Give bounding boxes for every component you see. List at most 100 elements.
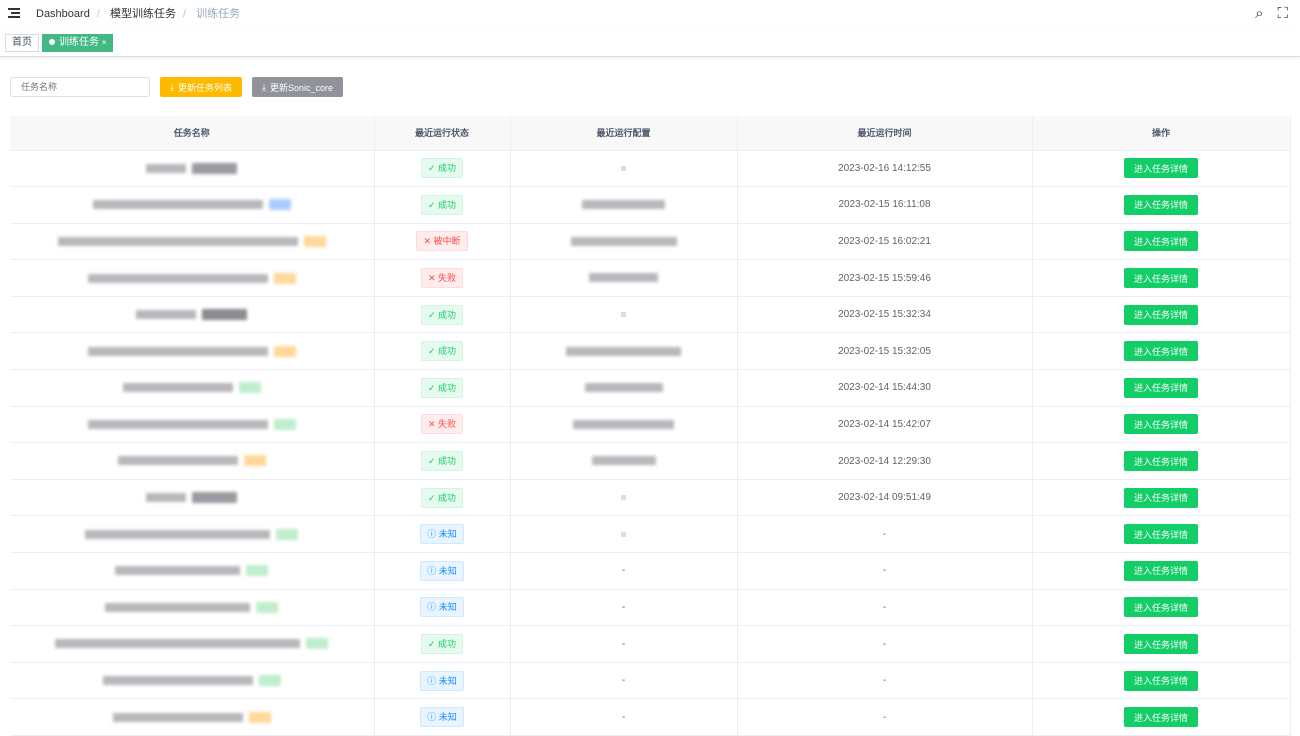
table-row: ✓ 成功 2023-02-14 09:51:49 进入任务详情: [10, 479, 1291, 517]
status-badge: ✕ 失败: [420, 268, 464, 289]
enter-task-detail-button[interactable]: 进入任务详情: [1123, 560, 1198, 581]
status-cell: ✓ 成功: [374, 442, 511, 480]
task-name-redacted: [136, 310, 197, 320]
time-cell: 2023-02-15 15:32:05: [737, 332, 1033, 371]
table-row: ⓘ 未知 - - 进入任务详情: [10, 589, 1291, 627]
config-cell: -: [510, 589, 738, 627]
action-cell: 进入任务详情: [1032, 296, 1291, 334]
time-cell: 2023-02-14 09:51:49: [737, 479, 1033, 517]
tag-training-tasks[interactable]: 训练任务 ×: [42, 33, 114, 52]
header-actions: 操作: [1032, 116, 1291, 151]
config-value: -: [621, 675, 626, 687]
config-value: -: [621, 638, 626, 650]
config-cell: [510, 223, 738, 261]
task-name-cell: [10, 589, 375, 627]
task-name-redacted: [55, 639, 301, 649]
fullscreen-icon[interactable]: ⛶: [1277, 5, 1288, 22]
status-cell: ⓘ 未知: [374, 552, 511, 590]
task-name-redacted: [117, 456, 238, 466]
status-cell: ⓘ 未知: [374, 515, 511, 554]
config-cell: -: [510, 662, 738, 700]
task-name-cell: [10, 442, 375, 480]
breadcrumb-model-training[interactable]: 模型训练任务: [109, 8, 176, 20]
task-tag-redacted: [202, 309, 248, 321]
header-task-name: 任务名称: [10, 116, 375, 151]
status-cell: ✓ 成功: [374, 369, 511, 407]
action-cell: 进入任务详情: [1032, 223, 1291, 261]
tags-view: 首页 训练任务 ×: [0, 29, 1300, 57]
enter-task-detail-button[interactable]: 进入任务详情: [1123, 634, 1198, 655]
task-name-cell: [10, 259, 375, 297]
task-name-input[interactable]: [10, 77, 150, 97]
table-row: ⓘ 未知 - - 进入任务详情: [10, 698, 1291, 736]
enter-task-detail-button[interactable]: 进入任务详情: [1123, 597, 1198, 618]
enter-task-detail-button[interactable]: 进入任务详情: [1123, 377, 1198, 398]
config-cell: [510, 442, 738, 480]
enter-task-detail-button[interactable]: 进入任务详情: [1123, 194, 1198, 215]
hamburger-icon[interactable]: [8, 8, 20, 18]
status-cell: ✓ 成功: [374, 150, 511, 188]
tag-home[interactable]: 首页: [5, 33, 39, 52]
enter-task-detail-button[interactable]: 进入任务详情: [1123, 670, 1198, 691]
header-status: 最近运行状态: [374, 116, 511, 151]
enter-task-detail-button[interactable]: 进入任务详情: [1123, 524, 1198, 545]
task-name-redacted: [57, 236, 298, 246]
enter-task-detail-button[interactable]: 进入任务详情: [1123, 268, 1198, 289]
enter-task-detail-button[interactable]: 进入任务详情: [1123, 304, 1198, 325]
task-tag-redacted: [306, 638, 329, 650]
header-time: 最近运行时间: [737, 116, 1033, 151]
config-redacted: [589, 273, 658, 283]
table-row: ✓ 成功 2023-02-14 12:29:30 进入任务详情: [10, 442, 1291, 480]
active-dot-icon: [49, 38, 55, 45]
config-value: -: [621, 711, 626, 723]
task-name-cell: [10, 186, 375, 224]
table-row: ✓ 成功 2023-02-15 15:32:05 进入任务详情: [10, 332, 1291, 371]
status-unknown-icon: ⓘ: [427, 565, 437, 576]
time-cell: 2023-02-15 16:02:21: [737, 223, 1033, 261]
status-badge: ✓ 成功: [420, 377, 464, 398]
config-cell: -: [510, 698, 738, 736]
task-name-cell: [10, 662, 375, 700]
task-name-cell: [10, 369, 375, 407]
config-value: -: [621, 601, 626, 613]
table-row: ✓ 成功 2023-02-15 16:11:08 进入任务详情: [10, 186, 1291, 224]
task-name-redacted: [115, 566, 241, 576]
action-cell: 进入任务详情: [1032, 552, 1291, 590]
time-cell: 2023-02-14 15:42:07: [737, 406, 1033, 444]
task-name-cell: [10, 479, 375, 517]
enter-task-detail-button[interactable]: 进入任务详情: [1123, 341, 1198, 362]
config-redacted: [566, 346, 681, 356]
enter-task-detail-button[interactable]: 进入任务详情: [1123, 487, 1198, 508]
breadcrumb: Dashboard / 模型训练任务 / 训练任务: [36, 8, 241, 20]
action-cell: 进入任务详情: [1032, 442, 1291, 480]
refresh-sonic-core-button[interactable]: ⤓ 更新Sonic_core: [252, 77, 344, 97]
task-name-cell: [10, 296, 375, 334]
close-icon[interactable]: ×: [101, 37, 107, 47]
task-name-cell: [10, 698, 375, 736]
task-name-redacted: [85, 529, 271, 539]
time-cell: -: [737, 625, 1033, 663]
search-icon[interactable]: ⌕: [1255, 5, 1264, 22]
time-cell: 2023-02-14 15:44:30: [737, 369, 1033, 407]
action-cell: 进入任务详情: [1032, 406, 1291, 444]
enter-task-detail-button[interactable]: 进入任务详情: [1123, 414, 1198, 435]
task-name-cell: [10, 552, 375, 590]
action-cell: 进入任务详情: [1032, 698, 1291, 736]
status-cell: ✓ 成功: [374, 479, 511, 517]
action-cell: 进入任务详情: [1032, 369, 1291, 407]
status-success-icon: ✓: [427, 492, 436, 503]
table-row: ⓘ 未知 - - 进入任务详情: [10, 552, 1291, 590]
status-unknown-icon: ⓘ: [427, 529, 437, 540]
task-name-redacted: [105, 602, 251, 612]
status-cell: ✓ 成功: [374, 296, 511, 334]
refresh-task-list-button[interactable]: ⤓ 更新任务列表: [160, 77, 242, 97]
breadcrumb-dashboard[interactable]: Dashboard: [36, 8, 90, 20]
enter-task-detail-button[interactable]: 进入任务详情: [1123, 707, 1198, 728]
enter-task-detail-button[interactable]: 进入任务详情: [1123, 451, 1198, 472]
status-fail-icon: ✕: [427, 419, 436, 430]
task-tag-redacted: [248, 711, 271, 723]
enter-task-detail-button[interactable]: 进入任务详情: [1123, 158, 1198, 179]
table-row: ✕ 失败 2023-02-14 15:42:07 进入任务详情: [10, 406, 1291, 444]
table-row: ✕ 失败 2023-02-15 15:59:46 进入任务详情: [10, 259, 1291, 297]
enter-task-detail-button[interactable]: 进入任务详情: [1123, 231, 1198, 252]
